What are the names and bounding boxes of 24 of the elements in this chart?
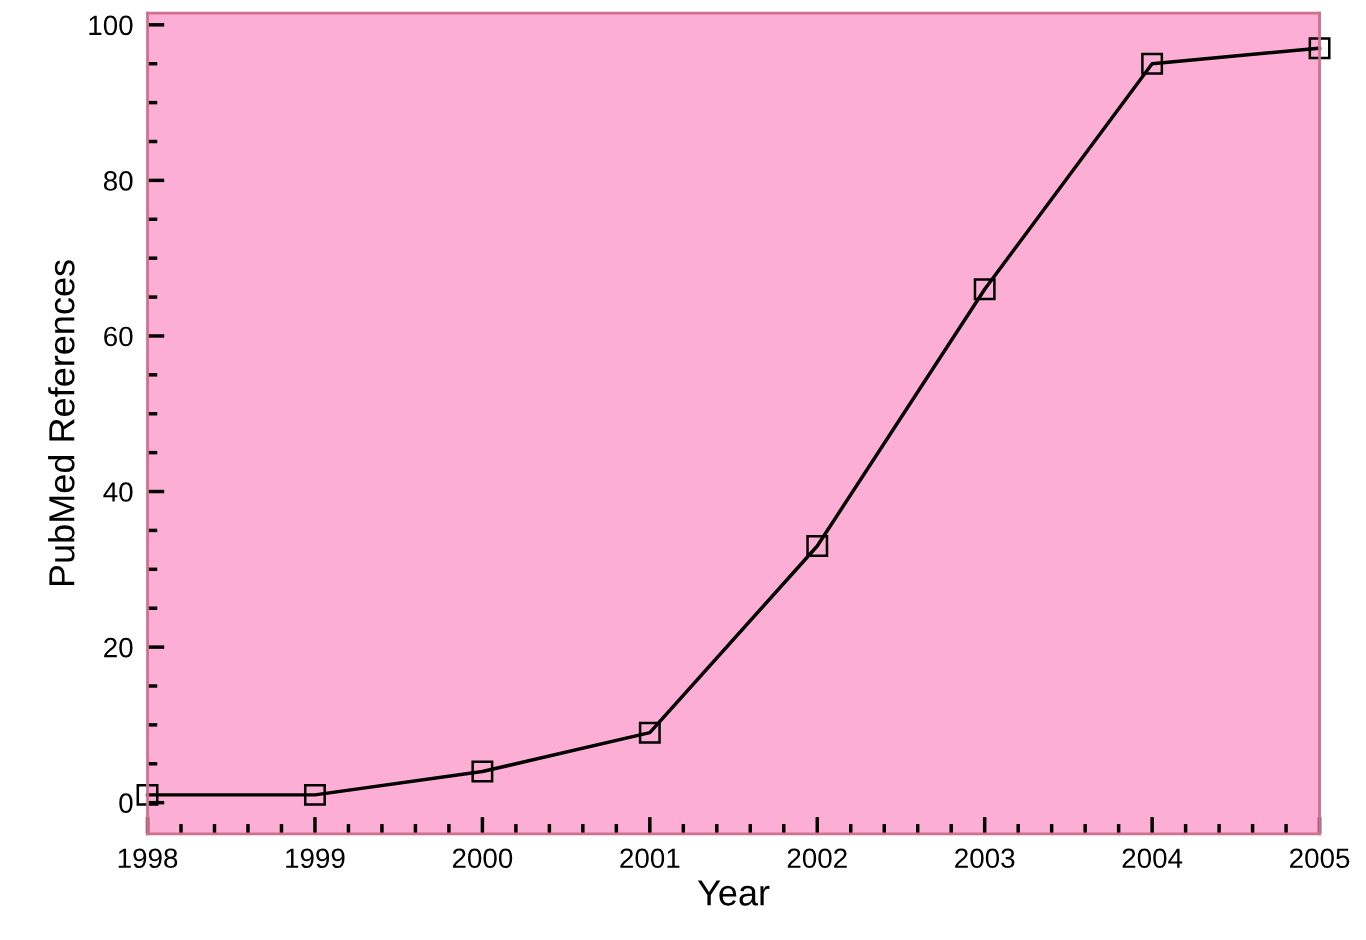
- point: [638, 721, 661, 744]
- point: [471, 760, 494, 783]
- x-tick-label: 2003: [955, 848, 1015, 869]
- x-tick-label: 2004: [1122, 848, 1183, 869]
- y-tick-label: 40: [103, 482, 133, 502]
- x-tick-label: 2002: [787, 848, 847, 869]
- y-tick-label: 0: [119, 793, 133, 814]
- x-tick-label: 1999: [286, 848, 345, 869]
- x-tick-label: 1998: [118, 848, 178, 869]
- x-tick-label: 2000: [452, 848, 513, 869]
- y-tick-label: 100: [89, 15, 133, 36]
- y-tick-label: 60: [104, 326, 133, 347]
- point: [1308, 37, 1331, 60]
- point: [136, 783, 159, 806]
- point: [1141, 52, 1164, 75]
- y-axis-title: PubMed References: [48, 260, 75, 586]
- point: [303, 783, 326, 806]
- y-tick-label: 80: [103, 171, 133, 191]
- x-tick-label: 2001: [620, 848, 680, 869]
- y-tick-label: 20: [104, 637, 133, 658]
- x-tick-label: 2005: [1290, 848, 1350, 869]
- point: [973, 278, 996, 301]
- x-axis-title: Year: [697, 880, 770, 906]
- point: [806, 535, 829, 557]
